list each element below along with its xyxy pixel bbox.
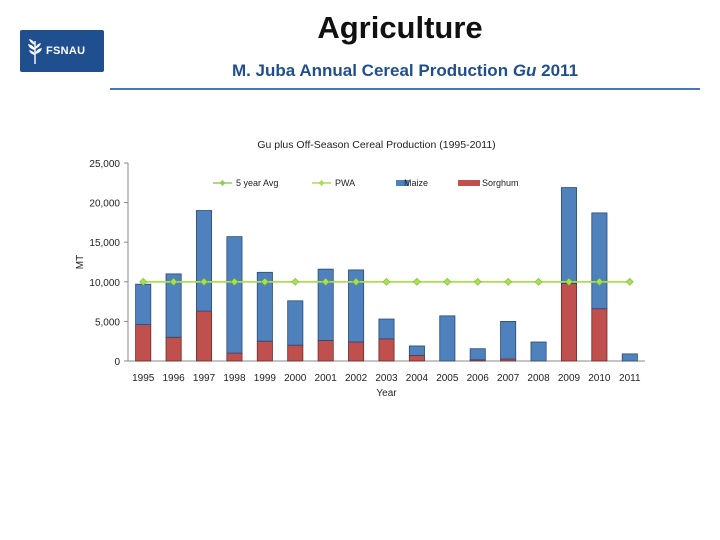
bar-maize-2008 bbox=[530, 341, 547, 362]
bar-maize-2009 bbox=[560, 187, 577, 284]
fsnau-logo: FSNAU bbox=[20, 30, 104, 72]
y-tick-label: 10,000 bbox=[89, 278, 120, 289]
x-tick-label: 2000 bbox=[284, 373, 307, 384]
x-tick-label: 1999 bbox=[254, 373, 277, 384]
x-tick-label: 2002 bbox=[345, 373, 368, 384]
y-tick-label: 15,000 bbox=[89, 238, 120, 249]
x-tick-label: 1996 bbox=[162, 373, 185, 384]
bar-sorghum-2001 bbox=[317, 340, 334, 362]
marker-pwa-2004 bbox=[412, 277, 421, 286]
legend-label-maize: Maize bbox=[404, 178, 428, 188]
y-axis-label: MT bbox=[75, 255, 86, 269]
marker-pwa-2001 bbox=[321, 277, 330, 286]
bar-sorghum-1999 bbox=[256, 340, 273, 362]
x-tick-label: 2008 bbox=[527, 373, 550, 384]
title-rule bbox=[110, 88, 700, 90]
x-tick-label: 2001 bbox=[315, 373, 338, 384]
bar-maize-2003 bbox=[378, 318, 395, 340]
marker-pwa-1998 bbox=[230, 277, 239, 286]
x-tick-label: 1995 bbox=[132, 373, 155, 384]
bar-sorghum-1997 bbox=[196, 310, 213, 362]
y-tick-label: 25,000 bbox=[89, 159, 120, 170]
marker-pwa-2003 bbox=[382, 277, 391, 286]
slide-title: Agriculture bbox=[317, 10, 483, 45]
marker-pwa-1999 bbox=[260, 277, 269, 286]
x-axis-label: Year bbox=[376, 388, 397, 399]
marker-pwa-2010 bbox=[595, 277, 604, 286]
x-tick-label: 2004 bbox=[406, 373, 429, 384]
bar-maize-2001 bbox=[317, 268, 334, 341]
legend-label-pwa: PWA bbox=[335, 178, 355, 188]
logo-text: FSNAU bbox=[46, 45, 86, 57]
bar-maize-1998 bbox=[226, 236, 243, 354]
legend-label-sorghum: Sorghum bbox=[482, 178, 519, 188]
marker-pwa-2005 bbox=[443, 277, 452, 286]
legend-swatch-sorghum bbox=[458, 180, 480, 186]
bar-maize-2011 bbox=[621, 353, 638, 362]
chart-title: Gu plus Off-Season Cereal Production (19… bbox=[257, 139, 495, 151]
x-tick-label: 2005 bbox=[436, 373, 459, 384]
bar-sorghum-1996 bbox=[165, 336, 182, 362]
x-tick-label: 2011 bbox=[619, 373, 641, 384]
bar-maize-2006 bbox=[469, 348, 486, 361]
marker-pwa-2009 bbox=[565, 277, 573, 286]
marker-pwa-1996 bbox=[169, 277, 178, 286]
marker-pwa-1995 bbox=[139, 277, 148, 286]
bar-maize-2002 bbox=[348, 269, 365, 343]
slide-subtitle: M. Juba Annual Cereal Production Gu 2011 bbox=[110, 61, 700, 81]
bar-sorghum-2010 bbox=[591, 308, 608, 362]
marker-pwa-2006 bbox=[473, 277, 482, 286]
legend-label-5-year-avg: 5 year Avg bbox=[236, 178, 278, 188]
bar-maize-2000 bbox=[287, 300, 304, 346]
x-tick-label: 2009 bbox=[558, 373, 581, 384]
subtitle-year: 2011 bbox=[536, 61, 579, 80]
legend-swatch-maize bbox=[396, 180, 409, 186]
bar-sorghum-2002 bbox=[348, 341, 365, 362]
subtitle-main: M. Juba Annual Cereal Production bbox=[231, 61, 513, 80]
bar-sorghum-2004 bbox=[408, 355, 425, 362]
bar-maize-1997 bbox=[196, 210, 213, 312]
bar-maize-2010 bbox=[591, 212, 608, 310]
marker-pwa-2008 bbox=[534, 277, 543, 286]
bar-maize-2004 bbox=[408, 345, 425, 356]
x-tick-label: 2007 bbox=[497, 373, 520, 384]
bar-maize-1996 bbox=[165, 273, 182, 338]
marker-pwa-1997 bbox=[200, 277, 208, 286]
bar-maize-2007 bbox=[500, 320, 517, 360]
x-tick-label: 1997 bbox=[193, 373, 216, 384]
marker-pwa-2000 bbox=[291, 277, 300, 286]
y-tick-label: 5,000 bbox=[95, 317, 120, 328]
marker-pwa-2011 bbox=[625, 277, 634, 286]
bar-sorghum-2000 bbox=[287, 344, 304, 362]
x-tick-label: 2003 bbox=[375, 373, 398, 384]
marker-pwa-2002 bbox=[352, 277, 361, 286]
legend-marker-5-year-avg bbox=[219, 180, 226, 186]
bar-sorghum-2009 bbox=[560, 282, 577, 362]
y-tick-label: 0 bbox=[114, 357, 120, 368]
wheat-icon bbox=[28, 39, 42, 64]
y-tick-label: 20,000 bbox=[89, 199, 120, 210]
bar-sorghum-2003 bbox=[378, 338, 395, 362]
bar-maize-1999 bbox=[256, 271, 273, 342]
x-tick-label: 2006 bbox=[467, 373, 490, 384]
subtitle-season: Gu bbox=[512, 61, 537, 80]
bar-maize-2005 bbox=[439, 315, 456, 362]
bar-maize-1995 bbox=[135, 283, 152, 325]
x-tick-label: 1998 bbox=[223, 373, 246, 384]
legend-marker-pwa bbox=[318, 180, 325, 186]
marker-pwa-2007 bbox=[504, 277, 513, 286]
x-tick-label: 2010 bbox=[588, 373, 611, 384]
bar-sorghum-1998 bbox=[226, 352, 243, 362]
bar-sorghum-1995 bbox=[135, 324, 152, 362]
